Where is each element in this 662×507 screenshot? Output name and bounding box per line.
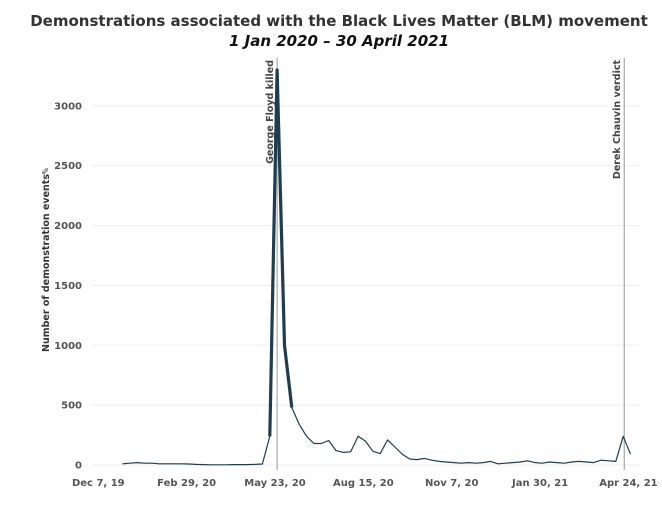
gridlines (92, 105, 640, 466)
x-tick-label: Nov 7, 20 (425, 478, 478, 489)
x-tick-label: Feb 29, 20 (157, 478, 216, 489)
series-peak-emphasis (268, 68, 294, 437)
y-tick-label: 0 (75, 461, 82, 472)
series-line (122, 69, 632, 466)
y-axis-label: Number of demonstration events (41, 174, 52, 352)
y-tick-label: 1000 (54, 341, 82, 352)
x-tick-label: Apr 24, 21 (599, 478, 657, 489)
y-tick-label: 500 (61, 401, 82, 412)
y-tick-label: 2500 (54, 161, 82, 172)
event-label: Derek Chauvin verdict (612, 60, 623, 180)
event-markers: George Floyd killed Derek Chauvin verdict (265, 58, 625, 470)
x-tick-label: Aug 15, 20 (333, 478, 394, 489)
chart-subtitle: 1 Jan 2020 – 30 April 2021 (229, 32, 449, 50)
y-tick-label: 3000 (54, 101, 82, 112)
series-group (122, 68, 632, 466)
y-axis-label-group: Number of demonstration events ✎ (41, 167, 52, 352)
chart-title: Demonstrations associated with the Black… (30, 12, 648, 30)
y-tick-label: 2000 (54, 221, 82, 232)
x-tick-label: May 23, 20 (244, 478, 306, 489)
event-label: George Floyd killed (265, 60, 276, 164)
x-tick-label: Jan 30, 21 (511, 478, 568, 489)
y-tick-label: 1500 (54, 281, 82, 292)
y-axis-label-marker: ✎ (41, 167, 52, 175)
y-axis: 0 500 1000 1500 2000 2500 3000 (54, 101, 82, 471)
x-tick-label: Dec 7, 19 (72, 478, 125, 489)
x-axis: Dec 7, 19 Feb 29, 20 May 23, 20 Aug 15, 20 N… (72, 478, 658, 489)
